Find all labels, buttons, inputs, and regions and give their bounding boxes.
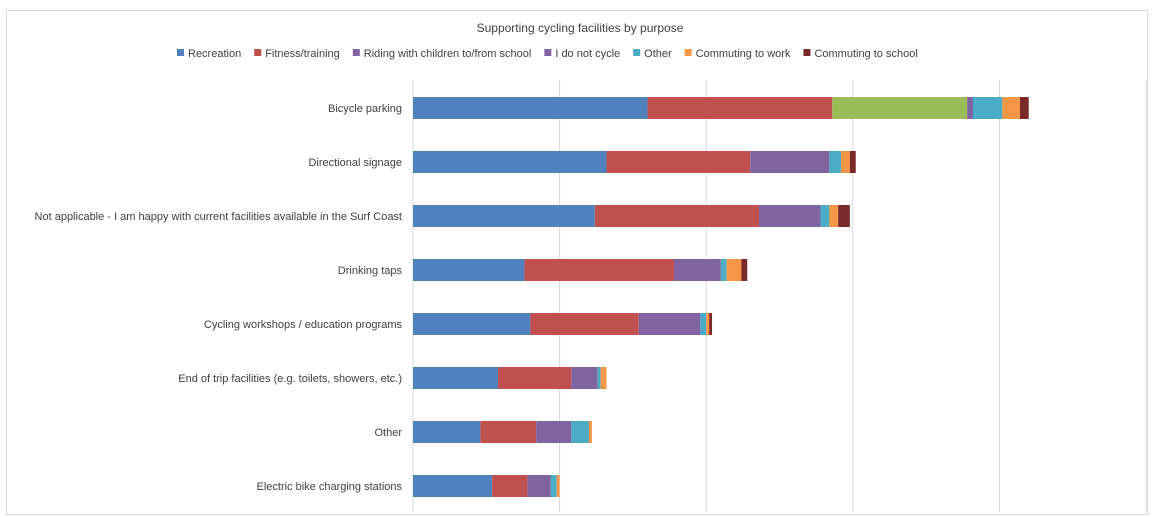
legend-label: Fitness/training: [265, 48, 340, 60]
gridlines: [412, 80, 1147, 512]
bar-segment: [700, 313, 707, 335]
category-label: Bicycle parking: [328, 103, 402, 115]
category-label: Drinking taps: [338, 265, 403, 277]
bar-segment: [832, 97, 968, 119]
bar-segment: [594, 205, 759, 227]
bar-segment: [571, 421, 589, 443]
legend-label: Commuting to school: [814, 48, 917, 60]
bars: [413, 97, 1029, 497]
bar-segment: [638, 313, 701, 335]
category-labels: Bicycle parking Directional signage Not ap…: [35, 103, 403, 493]
bar-segment: [758, 205, 821, 227]
bar-segment: [480, 421, 537, 443]
category-label: Not applicable - I am happy with current…: [35, 211, 402, 223]
bar-segment: [492, 475, 528, 497]
legend-label: Commuting to work: [696, 48, 791, 60]
bar-segment: [524, 259, 674, 281]
bar-segment: [413, 475, 493, 497]
category-label: Cycling workshops / education programs: [204, 319, 403, 331]
bar-segment: [726, 259, 742, 281]
legend-swatch: [254, 49, 262, 56]
legend-swatch: [544, 49, 552, 56]
bar-segment: [527, 475, 551, 497]
bar-segment: [413, 97, 648, 119]
legend-label: Riding with children to/from school: [364, 48, 532, 60]
bar-segment: [1019, 97, 1029, 119]
bar-segment: [750, 151, 830, 173]
legend: Recreation Fitness/training Riding with ch…: [177, 48, 918, 60]
bar-segment: [413, 367, 499, 389]
bar-segment: [498, 367, 572, 389]
bar-segment: [841, 151, 850, 173]
category-label: Directional signage: [308, 157, 402, 169]
bar-segment: [413, 205, 595, 227]
bar-segment: [600, 367, 607, 389]
bar-segment: [673, 259, 721, 281]
bar-segment: [820, 205, 830, 227]
bar-segment: [413, 421, 481, 443]
bar-segment: [588, 421, 592, 443]
legend-label: Recreation: [188, 48, 241, 60]
bar-segment: [597, 367, 601, 389]
legend-label: Other: [644, 48, 672, 60]
bar-segment: [550, 475, 557, 497]
category-label: Electric bike charging stations: [256, 481, 402, 493]
bar-segment: [849, 151, 856, 173]
legend-swatch: [633, 49, 641, 56]
category-label: Other: [374, 427, 402, 439]
legend-swatch: [803, 49, 811, 56]
bar-segment: [973, 97, 1003, 119]
legend-swatch: [684, 49, 692, 56]
chart-title: Supporting cycling facilities by purpose: [477, 21, 684, 35]
bar-segment: [838, 205, 850, 227]
bar-segment: [530, 313, 639, 335]
legend-label: I do not cycle: [555, 48, 620, 60]
bar-segment: [647, 97, 833, 119]
category-label: End of trip facilities (e.g. toilets, sh…: [178, 373, 402, 385]
bar-segment: [536, 421, 572, 443]
bar-segment: [829, 151, 842, 173]
bar-segment: [967, 97, 974, 119]
bar-segment: [709, 313, 713, 335]
bar-segment: [413, 313, 531, 335]
bar-segment: [706, 313, 710, 335]
bar-segment: [413, 259, 525, 281]
bar-segment: [1002, 97, 1020, 119]
bar-segment: [413, 151, 607, 173]
bar-segment: [606, 151, 751, 173]
bar-segment: [571, 367, 598, 389]
legend-swatch: [177, 49, 184, 56]
bar-segment: [829, 205, 839, 227]
bar-segment: [741, 259, 748, 281]
bar-segment: [556, 475, 560, 497]
bar-segment: [720, 259, 727, 281]
legend-swatch: [352, 49, 360, 56]
